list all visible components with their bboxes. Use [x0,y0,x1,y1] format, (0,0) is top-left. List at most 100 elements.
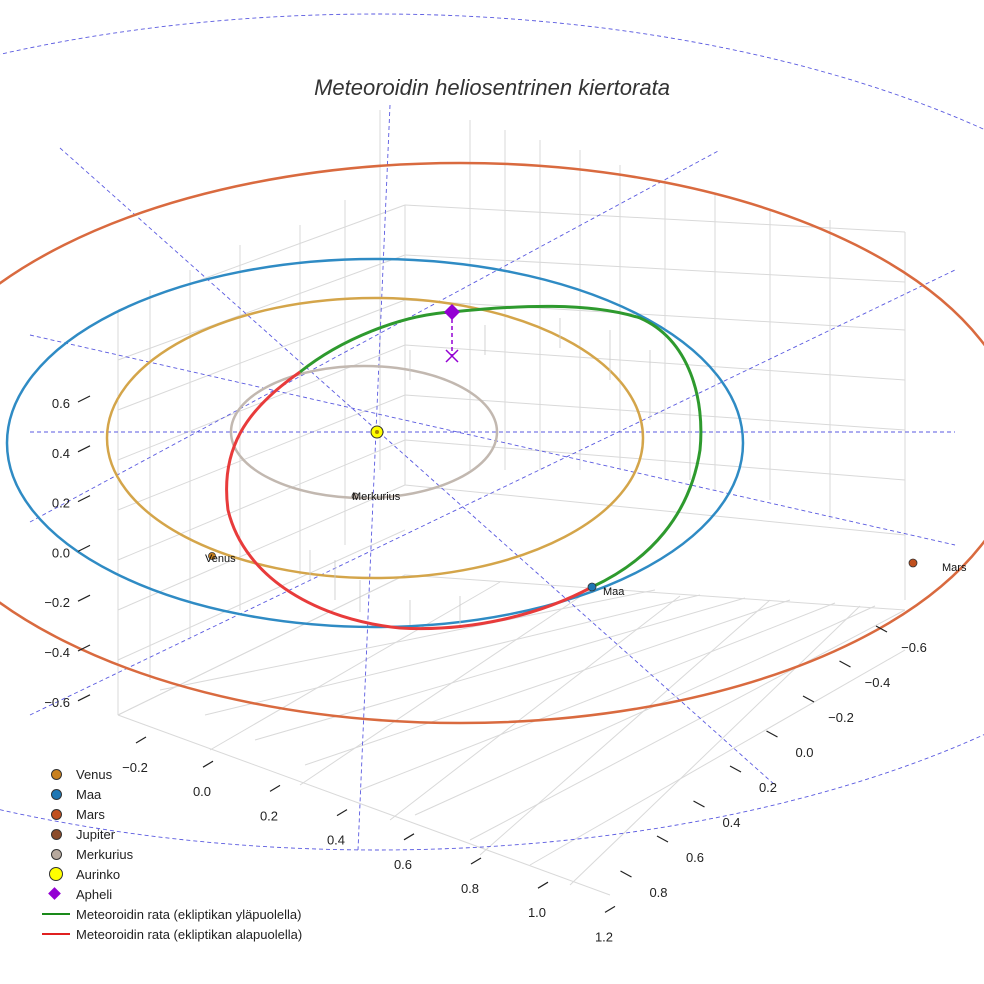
z-axis: 0.6 0.4 0.2 0.0 −0.2 −0.4 −0.6 [44,395,91,710]
legend-item: Apheli [40,884,370,904]
z-tick-label: −0.4 [44,645,70,660]
z-tick-label: 0.0 [52,545,70,560]
orbit-mars [0,161,984,725]
label-mars: Mars [942,562,967,574]
x-tick-label: 0.8 [461,881,479,896]
label-venus: Venus [205,553,236,565]
z-tick-label: 0.6 [52,396,70,411]
legend-label: Mars [76,806,105,822]
ecliptic-reference [0,13,984,851]
y-tick-label: 0.4 [722,815,740,830]
y-tick-label: 0.8 [649,885,667,900]
planet-merkurius [351,492,359,500]
legend-symbol [40,864,76,884]
y-tick-label: 0.0 [795,745,813,760]
legend-label: Aurinko [76,866,121,882]
legend: Venus Maa Mars Jupiter Merkurius Aurinko Aphel… [40,764,370,944]
z-tick-label-mark [77,644,91,652]
x-tick-label-mark [269,784,281,792]
x-tick-label: −0.2 [122,760,148,775]
legend-dot-marker [51,769,62,780]
series-below-ecliptic [225,370,593,631]
legend-item: Meteoroidin rata (ekliptikan yläpuolella… [40,904,370,924]
orbit-venus [105,296,645,580]
x-tick-label: 1.0 [528,905,546,920]
x-tick-label-mark [470,857,482,865]
z-tick-label: −0.6 [44,695,70,710]
z-tick-label-mark [77,694,91,702]
x-tick-label-mark [403,833,415,841]
legend-dot-marker [51,789,62,800]
series-above-ecliptic [299,304,703,589]
legend-item: Aurinko [40,864,370,884]
y-tick-label-mark [875,625,888,633]
legend-item: Mars [40,804,370,824]
legend-item: Meteoroidin rata (ekliptikan alapuolella… [40,924,370,944]
legend-item: Jupiter [40,824,370,844]
z-tick-label-mark [77,495,91,503]
legend-symbol [40,904,76,924]
x-tick-label-mark [604,905,616,913]
legend-symbol [40,844,76,864]
legend-diamond-marker [48,887,61,900]
legend-line-marker [42,913,70,915]
z-tick-label: −0.2 [44,595,70,610]
y-tick-label-mark [729,765,742,773]
legend-line-marker [42,933,70,935]
legend-bigdot-marker [49,867,63,881]
legend-dot-marker [51,809,62,820]
legend-label: Jupiter [76,826,116,842]
legend-symbol [40,884,76,904]
planet-venus [208,552,216,560]
x-tick-label: 0.2 [260,808,278,823]
x-tick-label-mark [135,736,147,744]
y-tick-label: 0.6 [686,850,704,865]
chart-title: Meteoroidin heliosentrinen kiertorata [314,75,670,100]
z-tick-label-mark [77,395,91,403]
x-tick-label-mark [336,809,348,817]
label-merkurius: Merkurius [352,491,401,503]
y-tick-label-mark [802,695,815,703]
legend-symbol [40,764,76,784]
y-tick-label-mark [693,800,705,808]
legend-symbol [40,784,76,804]
planet-markers [208,492,918,592]
y-tick-label: 0.2 [759,780,777,795]
x-tick-label: 1.2 [595,929,613,944]
orbit-maa [5,257,745,629]
planet-orbits [0,161,984,725]
x-tick-label: 0.4 [327,833,345,848]
planet-mars [908,558,918,568]
y-tick-label: −0.4 [865,675,891,690]
y-tick-label: −0.6 [901,640,927,655]
x-tick-label-mark [202,760,214,768]
y-tick-label-mark [839,660,851,668]
z-tick-label-mark [77,445,91,453]
y-tick-label-mark [766,730,778,738]
planet-maa [587,582,597,592]
legend-symbol [40,824,76,844]
legend-dot-marker [51,829,62,840]
orbit-merkurius [229,364,499,500]
label-maa: Maa [603,586,625,598]
legend-label: Venus [76,766,113,782]
aphelion-marker [444,304,460,363]
x-tick-label: 0.0 [193,784,211,799]
legend-item: Venus [40,764,370,784]
y-tick-label-mark [656,835,669,843]
legend-item: Maa [40,784,370,804]
grid-lines [117,110,906,896]
legend-label: Meteoroidin rata (ekliptikan alapuolella… [76,926,303,942]
z-tick-label-mark [77,594,91,602]
drop-lines [309,318,691,625]
legend-label: Maa [76,786,102,802]
legend-item: Merkurius [40,844,370,864]
legend-symbol [40,804,76,824]
y-tick-label: −0.2 [828,710,854,725]
x-tick-label: 0.6 [394,857,412,872]
meteoroid-orbit [225,304,703,631]
sun-marker [370,425,384,439]
z-tick-label: 0.4 [52,446,70,461]
